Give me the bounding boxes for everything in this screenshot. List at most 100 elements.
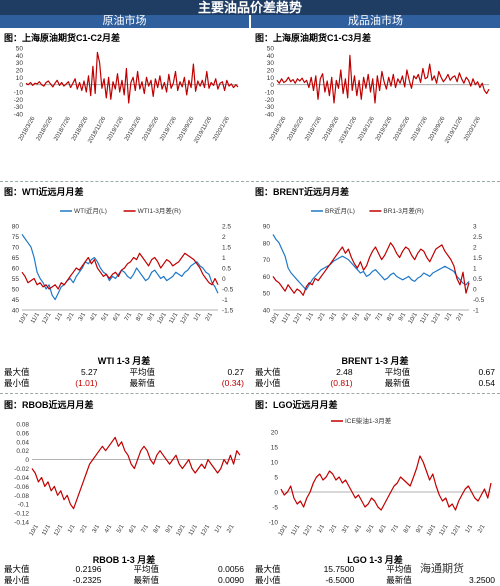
x-tick-label: 2/1 — [79, 523, 89, 534]
legend-label: BR近月(L) — [325, 206, 355, 215]
x-tick-label: 2018/9/26 — [71, 115, 90, 142]
x-tick-label: 2/1 — [205, 311, 215, 322]
y-tick-label: 50 — [263, 291, 271, 298]
y2-tick-label: 0.5 — [473, 276, 482, 283]
y-tick-label: -30 — [14, 104, 24, 111]
y2-tick-label: -0.5 — [473, 297, 485, 304]
stat-value: 2.48 — [336, 367, 353, 377]
x-tick-label: 2018/5/26 — [36, 115, 55, 142]
y2-tick-label: 1 — [473, 266, 477, 273]
legend-label: ICE柴油1-3月差 — [345, 416, 392, 425]
x-tick-label: 1/1 — [67, 523, 77, 534]
x-tick-label: 12/1 — [451, 523, 462, 537]
stat-label: 最大值 — [255, 367, 281, 377]
x-tick-label: 7/1 — [141, 523, 151, 534]
stat-label: 最新值 — [129, 378, 155, 388]
y-tick-label: -20 — [14, 97, 24, 104]
y-tick-label: 0.08 — [16, 422, 29, 429]
stats-row: 最大值 0.2196 平均值 0.0056 — [2, 564, 246, 575]
y-tick-label: 40 — [263, 308, 271, 315]
x-tick-label: 6/1 — [128, 523, 138, 534]
x-tick-label: 2018/9/26 — [322, 115, 341, 142]
stats-table-lgo: 最大值 15.7500 平均值 最小值 -6.5000 最新值 3.2500 — [253, 564, 497, 586]
x-tick-label: 1/1 — [444, 311, 454, 322]
stat-label: 最新值 — [386, 575, 412, 585]
x-tick-label: 9/1 — [165, 523, 175, 534]
x-tick-label: 4/1 — [89, 311, 99, 322]
y-tick-label: 40 — [267, 53, 275, 60]
chart-title-wti: 图：WTI近远月月差 — [4, 187, 84, 197]
x-tick-label: 2/1 — [477, 523, 487, 534]
x-tick-label: 11/1 — [290, 523, 301, 536]
x-tick-label: 12/1 — [293, 311, 304, 325]
y-tick-label: 10 — [267, 75, 275, 82]
x-tick-label: 5/1 — [352, 311, 362, 322]
x-tick-label: 2018/3/26 — [18, 115, 37, 142]
stat-value: 0.67 — [478, 367, 495, 377]
y-tick-label: -10 — [269, 520, 279, 527]
x-tick-label: 10/1 — [269, 311, 280, 325]
x-tick-label: 6/1 — [112, 311, 122, 322]
y-tick-label: 0.02 — [16, 448, 29, 455]
y-tick-label: 15 — [271, 445, 279, 452]
stat-value: (1.01) — [75, 378, 98, 388]
stat-label: 平均值 — [386, 564, 412, 574]
x-tick-label: 2019/1/26 — [357, 115, 376, 142]
x-tick-label: 10/1 — [408, 311, 419, 325]
x-tick-label: 2/1 — [456, 311, 466, 322]
x-tick-label: 10/1 — [29, 523, 40, 537]
stats-row: 最小值 -0.2325 最新值 0.0090 — [2, 575, 246, 586]
stat-label: 最小值 — [255, 378, 281, 388]
stat-label: 平均值 — [129, 367, 155, 377]
y2-tick-label: 2 — [222, 234, 226, 241]
x-tick-label: 1/1 — [214, 523, 224, 534]
y2-tick-label: 0 — [473, 287, 477, 294]
y-tick-label: 20 — [16, 68, 24, 75]
x-tick-label: 10/1 — [157, 311, 168, 325]
x-tick-label: 2018/5/26 — [287, 115, 306, 142]
y-tick-label: 50 — [12, 287, 20, 294]
x-tick-label: 2019/7/26 — [410, 115, 429, 142]
y-tick-label: -10 — [14, 90, 24, 97]
x-tick-label: 2019/9/26 — [428, 115, 447, 142]
x-tick-label: 11/1 — [420, 311, 431, 324]
y2-tick-label: 1.5 — [473, 255, 482, 262]
stat-label: 最新值 — [133, 575, 160, 585]
x-tick-label: 3/1 — [92, 523, 102, 534]
report-title: 主要油品价差趋势 — [0, 0, 500, 15]
y-tick-label: 65 — [12, 255, 20, 262]
x-tick-label: 2/1 — [226, 523, 236, 534]
x-tick-label: 2018/11/26 — [338, 115, 358, 144]
y2-tick-label: 3 — [473, 224, 477, 231]
x-tick-label: 8/1 — [403, 523, 413, 534]
legend-label: WTI1-3月差(R) — [138, 206, 181, 215]
stat-label: 最大值 — [4, 367, 30, 377]
chart-wti: 40 45 50 55 60 65 70 75 80 -1.5 -1 -0.5 0 0.5 1 1.5 2 2.5… — [12, 206, 234, 325]
stat-value: 0.2196 — [75, 564, 102, 574]
stats-row: 最大值 5.27 平均值 0.27 — [2, 367, 246, 378]
x-tick-label: 1/1 — [55, 311, 65, 322]
chart-title-sc: 图：上海原油期货C1-C2月差 — [4, 33, 121, 43]
stat-label: 最小值 — [4, 378, 30, 388]
x-tick-label: 11/1 — [41, 523, 52, 536]
x-tick-label: 2/1 — [66, 311, 76, 322]
x-tick-label: 10/1 — [18, 311, 29, 325]
stats-table-wti: 最大值 5.27 平均值 0.27 最小值 (1.01) 最新值 (0.34) — [2, 367, 246, 389]
x-tick-label: 11/1 — [281, 311, 292, 324]
legend-label: BR1-3月差(R) — [383, 206, 423, 215]
y-tick-label: -40 — [14, 112, 24, 119]
x-tick-label: 2020/1/26 — [463, 115, 482, 142]
chart-title-rbob: 图：RBOB近远月月差 — [4, 400, 94, 410]
y-tick-label: 55 — [12, 276, 20, 283]
stat-value: -0.2325 — [72, 575, 102, 585]
stats-row: 最小值 (0.81) 最新值 0.54 — [253, 378, 497, 389]
x-tick-label: 12/1 — [303, 523, 314, 537]
y-tick-label: 70 — [263, 257, 271, 264]
x-tick-label: 7/1 — [375, 311, 385, 322]
y-tick-label: -30 — [265, 104, 275, 111]
y-tick-label: 30 — [16, 60, 24, 67]
x-tick-label: 7/1 — [124, 311, 134, 322]
y2-tick-label: -1.5 — [222, 308, 234, 315]
